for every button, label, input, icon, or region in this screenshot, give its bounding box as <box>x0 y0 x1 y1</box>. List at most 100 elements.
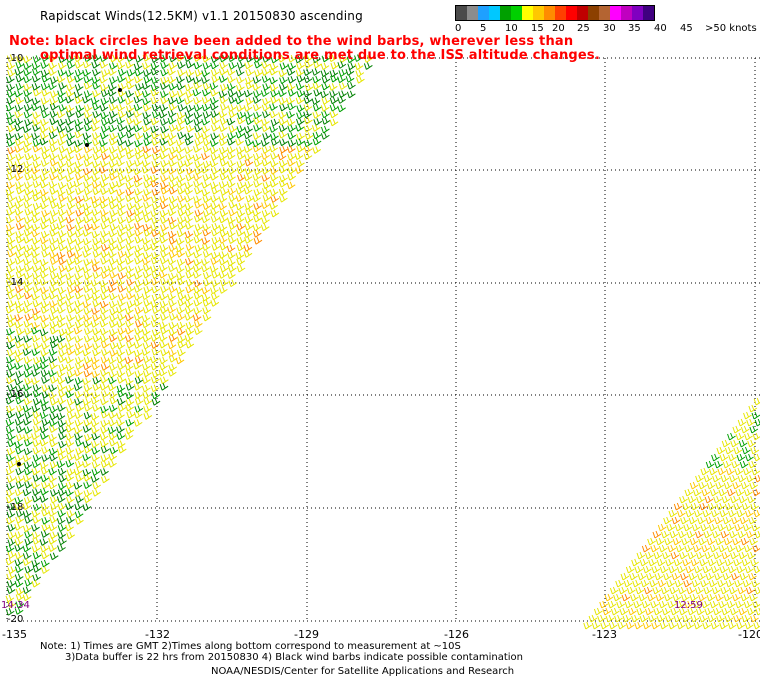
wind-barb <box>100 250 110 258</box>
wind-barb <box>661 530 670 539</box>
wind-barb <box>83 145 93 154</box>
wind-barb <box>23 397 33 406</box>
wind-barb <box>133 75 143 84</box>
wind-barb <box>83 342 93 351</box>
wind-barb <box>219 103 229 111</box>
wind-barb <box>295 124 305 132</box>
wind-barb <box>707 558 717 567</box>
wind-barb <box>141 124 151 133</box>
wind-barb <box>57 482 67 490</box>
wind-barb <box>244 125 253 134</box>
wind-barb <box>583 621 593 630</box>
wind-barb <box>31 481 40 489</box>
wind-barb <box>719 453 729 462</box>
wind-barb <box>23 89 33 97</box>
wind-barb <box>6 229 15 238</box>
wind-barb <box>236 166 246 175</box>
wind-barb <box>40 118 49 127</box>
wind-barb <box>202 138 212 147</box>
wind-barb <box>116 195 125 203</box>
wind-barb <box>15 384 24 393</box>
wind-barb <box>31 460 41 469</box>
wind-barb <box>108 460 117 468</box>
wind-barb <box>117 208 127 217</box>
wind-barb <box>109 54 119 63</box>
wind-barb <box>720 586 730 595</box>
wind-barb <box>320 132 330 140</box>
wind-barb <box>133 195 143 204</box>
wind-barb <box>287 89 297 97</box>
wind-barb <box>671 572 681 581</box>
wind-barb <box>192 264 202 273</box>
wind-barb <box>134 391 143 399</box>
wind-barb <box>49 257 59 266</box>
wind-barb <box>202 223 212 232</box>
wind-barb <box>270 96 280 104</box>
wind-barb <box>6 236 16 245</box>
wind-barb <box>5 216 15 224</box>
wind-barb <box>125 194 134 202</box>
wind-barb <box>99 139 108 147</box>
wind-barb <box>652 530 662 539</box>
wind-barb <box>286 68 296 76</box>
wind-barb <box>253 167 263 176</box>
wind-barb <box>642 621 652 630</box>
wind-barb <box>108 229 118 238</box>
wind-barb <box>743 544 753 553</box>
wind-barb <box>345 68 355 76</box>
wind-barb <box>698 481 708 490</box>
wind-barb <box>296 144 306 153</box>
wind-barb <box>141 376 151 384</box>
wind-barb <box>749 425 759 434</box>
wind-barb <box>201 54 211 63</box>
wind-barb <box>108 328 118 337</box>
wind-barb <box>40 286 49 295</box>
wind-barb <box>278 124 288 133</box>
wind-barb <box>75 216 85 225</box>
wind-barb <box>91 200 101 209</box>
wind-barb <box>6 265 16 274</box>
wind-barb <box>666 579 675 588</box>
wind-barb <box>294 152 304 161</box>
wind-barb <box>708 467 718 476</box>
wind-barb <box>303 103 313 112</box>
wind-barb <box>677 586 687 595</box>
wind-barb <box>720 474 730 483</box>
wind-barb <box>23 201 33 209</box>
wind-barb <box>193 229 203 237</box>
legend-swatch <box>522 6 533 20</box>
wind-barb <box>91 468 101 476</box>
wind-barb <box>700 467 710 476</box>
wind-barb <box>754 474 760 483</box>
wind-barb <box>143 188 152 196</box>
wind-barb <box>15 61 25 69</box>
wind-barb <box>14 538 24 546</box>
wind-barb <box>211 75 221 83</box>
wind-barb <box>65 523 74 532</box>
wind-barb <box>142 111 152 120</box>
wind-barb <box>14 475 24 483</box>
wind-barb <box>184 215 193 224</box>
wind-barb <box>226 83 236 91</box>
wind-barb <box>750 558 759 567</box>
wind-barb <box>66 75 76 84</box>
wind-barb <box>40 321 50 330</box>
wind-barb <box>66 167 76 175</box>
wind-barb <box>56 314 66 323</box>
wind-barb <box>83 369 93 378</box>
wind-barb <box>176 187 186 195</box>
wind-barb <box>261 68 271 76</box>
wind-barb <box>235 83 245 92</box>
wind-barb <box>108 320 118 328</box>
wind-barb <box>219 209 229 218</box>
wind-barb <box>245 97 255 105</box>
wind-barb <box>14 335 24 343</box>
wind-barb <box>346 55 356 64</box>
wind-barb <box>176 167 186 175</box>
wind-barb <box>32 439 42 448</box>
wind-barb <box>23 291 33 300</box>
wind-barb <box>91 362 101 371</box>
wind-barb <box>100 125 110 133</box>
wind-barb <box>312 75 322 84</box>
wind-barb <box>32 139 42 147</box>
